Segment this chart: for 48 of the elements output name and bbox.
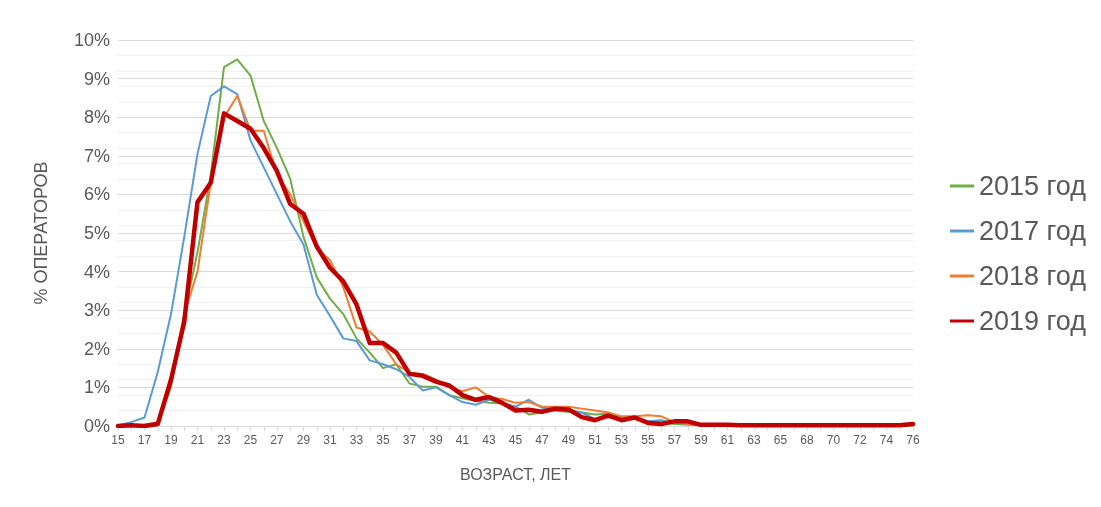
y-tick-label: 3% bbox=[83, 300, 110, 321]
x-tick-label: 76 bbox=[906, 433, 920, 447]
x-tick-label: 37 bbox=[402, 433, 417, 447]
legend-label: 2015 год bbox=[979, 171, 1087, 201]
y-tick-label: 4% bbox=[83, 261, 110, 282]
x-tick-label: 19 bbox=[164, 433, 178, 447]
x-tick-label: 15 bbox=[111, 433, 125, 447]
x-tick-label: 63 bbox=[747, 433, 761, 447]
y-axis-title: % ОПЕРАТОРОВ bbox=[31, 161, 51, 305]
y-tick-label: 0% bbox=[83, 416, 110, 436]
x-tick-label: 65 bbox=[773, 433, 788, 447]
y-tick-label: 1% bbox=[83, 377, 110, 398]
x-tick-label: 57 bbox=[667, 433, 682, 447]
x-tick-label: 49 bbox=[561, 433, 576, 447]
y-tick-label: 9% bbox=[83, 68, 110, 89]
legend-label: 2019 год bbox=[979, 306, 1087, 336]
x-axis-title: ВОЗРАСТ, ЛЕТ bbox=[459, 465, 572, 483]
x-tick-label: 43 bbox=[482, 433, 496, 447]
x-tick-label: 31 bbox=[323, 433, 337, 447]
x-tick-label: 70 bbox=[826, 433, 841, 447]
x-tick-label: 29 bbox=[296, 433, 311, 447]
x-tick-label: 61 bbox=[720, 433, 735, 447]
x-tick-label: 74 bbox=[879, 433, 894, 447]
x-tick-label: 41 bbox=[455, 433, 470, 447]
x-tick-label: 33 bbox=[349, 433, 364, 447]
x-tick-label: 23 bbox=[217, 433, 231, 447]
legend-label: 2018 год bbox=[979, 261, 1087, 291]
x-tick-label: 68 bbox=[800, 433, 814, 447]
x-tick-label: 59 bbox=[694, 433, 708, 447]
x-tick-label: 21 bbox=[190, 433, 205, 447]
x-tick-label: 53 bbox=[614, 433, 629, 447]
y-tick-label: 10% bbox=[73, 30, 110, 50]
x-tick-label: 39 bbox=[429, 433, 443, 447]
x-tick-label: 45 bbox=[508, 433, 523, 447]
x-tick-label: 27 bbox=[270, 433, 284, 447]
x-tick-label: 47 bbox=[535, 433, 549, 447]
y-tick-label: 7% bbox=[83, 145, 110, 166]
y-tick-label: 2% bbox=[83, 338, 110, 359]
y-tick-label: 5% bbox=[83, 223, 110, 243]
y-tick-label: 6% bbox=[83, 184, 110, 205]
x-tick-label: 17 bbox=[137, 433, 152, 447]
x-tick-label: 55 bbox=[641, 433, 655, 447]
x-tick-label: 25 bbox=[243, 433, 258, 447]
legend-label: 2017 год bbox=[979, 216, 1087, 246]
x-tick-label: 35 bbox=[376, 433, 390, 447]
y-tick-label: 8% bbox=[83, 107, 110, 128]
x-tick-label: 72 bbox=[853, 433, 867, 447]
x-tick-label: 51 bbox=[588, 433, 602, 447]
